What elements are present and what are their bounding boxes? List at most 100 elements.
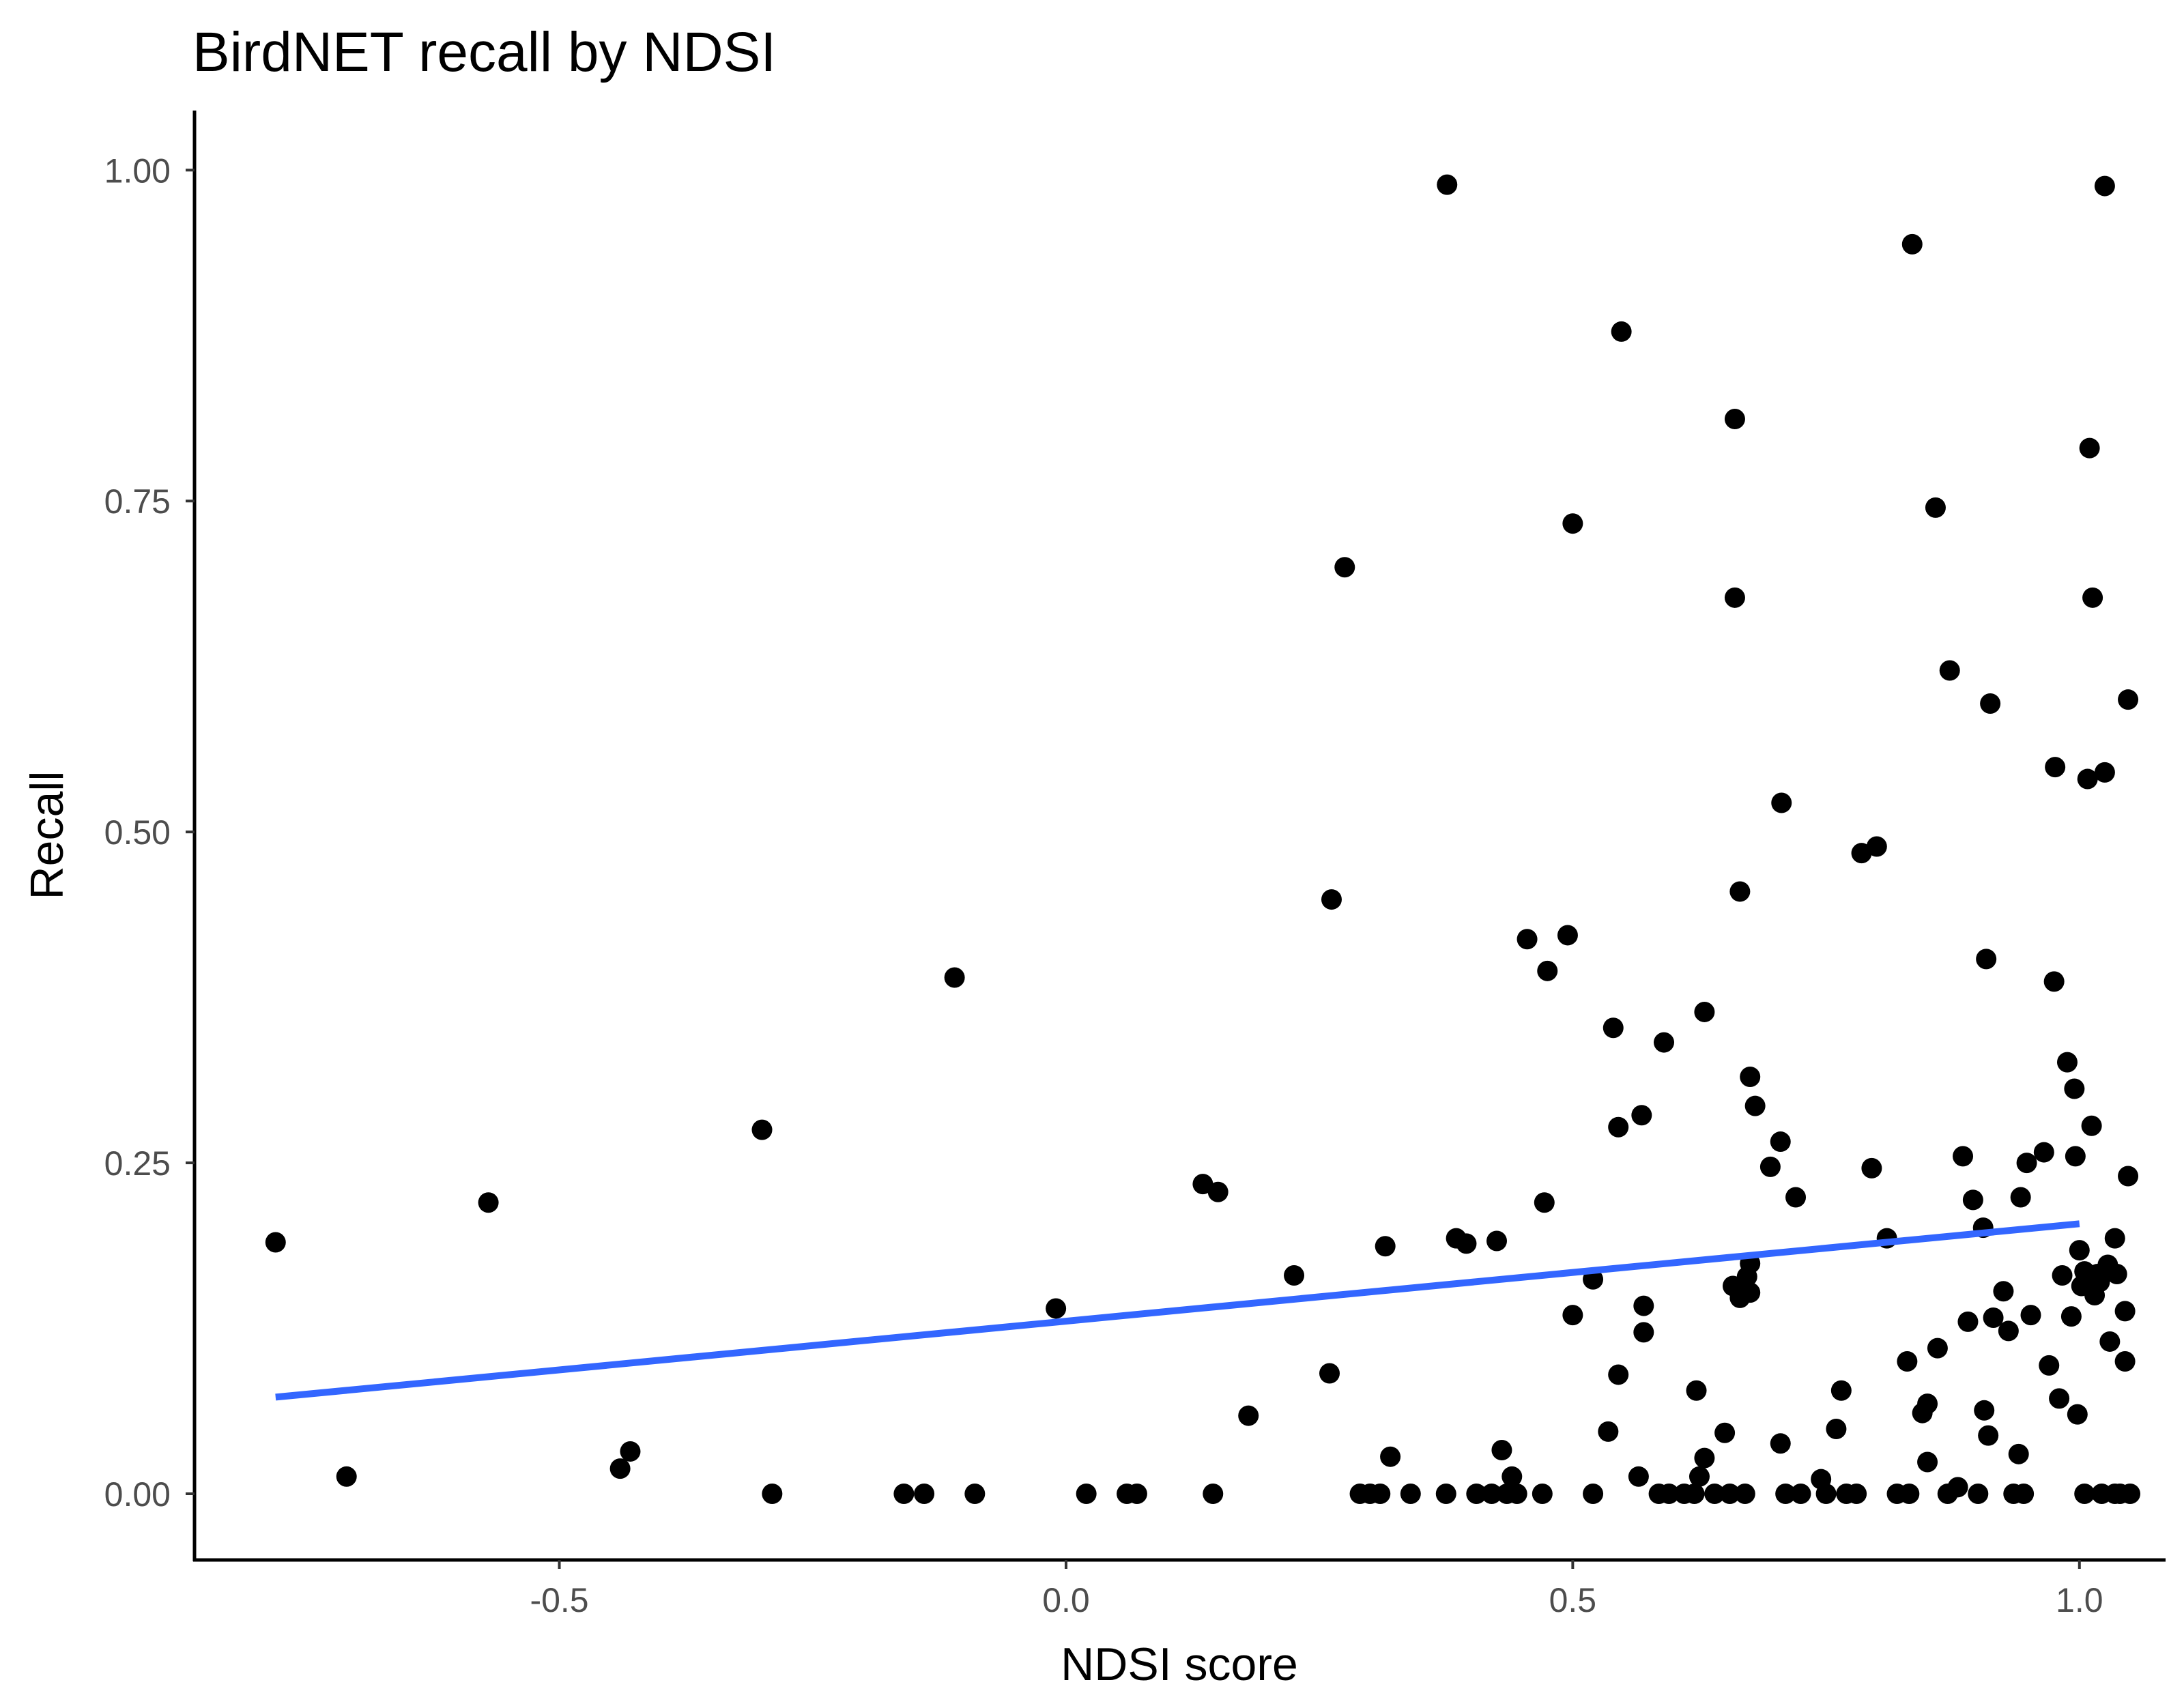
y-tick-label: 0.50 [104,813,171,852]
x-tick-label: 1.0 [2056,1581,2103,1619]
data-point [2045,757,2066,778]
data-point [1724,408,1745,429]
data-point [1481,1484,1502,1505]
data-point [1126,1484,1147,1505]
chart-title: BirdNET recall by NDSI [192,21,776,83]
data-point [1714,1422,1736,1443]
data-point [1978,1425,1999,1446]
data-point [2120,1484,2141,1505]
data-point [1400,1484,1421,1505]
data-point [2010,1187,2031,1208]
y-tick-label: 0.75 [104,482,171,521]
data-point [1846,1484,1867,1505]
data-point [2067,1404,2088,1425]
data-point [1370,1484,1391,1505]
data-point [2020,1305,2041,1326]
data-point [1491,1440,1512,1461]
data-point [1897,1351,1918,1372]
data-point [2077,768,2098,790]
data-point [2118,1166,2139,1187]
data-point [478,1192,499,1213]
data-point [1993,1281,2014,1302]
data-point [2065,1146,2086,1167]
data-point [1238,1405,1259,1426]
x-axis-title: NDSI score [1061,1638,1298,1690]
data-point [1375,1236,1396,1257]
data-point [1830,1380,1852,1401]
y-tick-label: 1.00 [104,151,171,190]
data-point [265,1232,286,1253]
data-point [1953,1146,1974,1167]
data-point [1321,889,1342,910]
data-point [1532,1484,1553,1505]
data-point [1775,1484,1796,1505]
data-point [1826,1418,1847,1439]
data-point [1456,1233,1477,1254]
data-point [1976,949,1997,970]
data-point [1486,1230,1508,1252]
data-point [1380,1446,1401,1467]
x-tick-label: 0.5 [1549,1581,1597,1619]
data-point [2094,762,2115,783]
axis-ticks: 0.00 0.25 0.50 0.75 1.00 -0.5 0.0 0.5 1.0 [104,151,2103,1619]
data-point [914,1484,935,1505]
data-point [1729,881,1751,902]
x-tick-label: -0.5 [530,1581,588,1619]
data-point [1633,1295,1654,1316]
data-point [1957,1311,1979,1332]
data-point [609,1458,631,1479]
data-point [1815,1484,1837,1505]
trend-line-group [275,1220,2080,1401]
data-point [1947,1477,1968,1498]
data-point [1770,1433,1791,1454]
data-point [336,1466,357,1487]
data-point [1631,1105,1652,1126]
data-point [2074,1484,2095,1505]
data-point [893,1484,915,1505]
data-point [1734,1484,1755,1505]
data-point [1684,1484,1705,1505]
data-point [1719,1484,1740,1505]
data-point [1917,1393,1938,1415]
data-point [2081,1115,2102,1136]
data-point [1608,1364,1629,1385]
data-point [2106,1264,2127,1285]
data-point [1654,1032,1675,1053]
data-point [2049,1388,2070,1409]
data-point [1740,1067,1761,1087]
data-point [1517,929,1538,950]
data-point [2013,1484,2035,1505]
data-point [1861,1157,1882,1179]
data-point [1466,1484,1487,1505]
data-point [1562,1305,1583,1326]
x-tick-label: 0.0 [1042,1581,1090,1619]
data-point [1284,1264,1305,1286]
data-point [2043,971,2065,992]
data-point [1076,1484,1097,1505]
data-point [1583,1484,1604,1505]
data-point [1899,1484,1920,1505]
data-point [1770,1131,1791,1153]
data-point [1759,1156,1781,1177]
data-point [2008,1443,2029,1464]
data-point [1502,1466,1523,1487]
data-point [1557,925,1578,946]
data-point [1998,1320,2019,1342]
data-point [1968,1484,1989,1505]
data-point [1203,1484,1224,1505]
data-point [1917,1451,1938,1473]
data-point [1435,1484,1456,1505]
data-point [1980,693,2001,714]
data-point [1694,1447,1715,1469]
data-point [1319,1363,1340,1384]
data-point [1628,1466,1649,1487]
y-tick-label: 0.25 [104,1144,171,1183]
data-point [1704,1484,1725,1505]
data-point [1962,1189,1983,1211]
data-point [2064,1078,2085,1099]
data-point [751,1119,773,1140]
data-point [1686,1380,1707,1401]
data-point [1974,1400,1995,1421]
data-point [1785,1187,1807,1208]
